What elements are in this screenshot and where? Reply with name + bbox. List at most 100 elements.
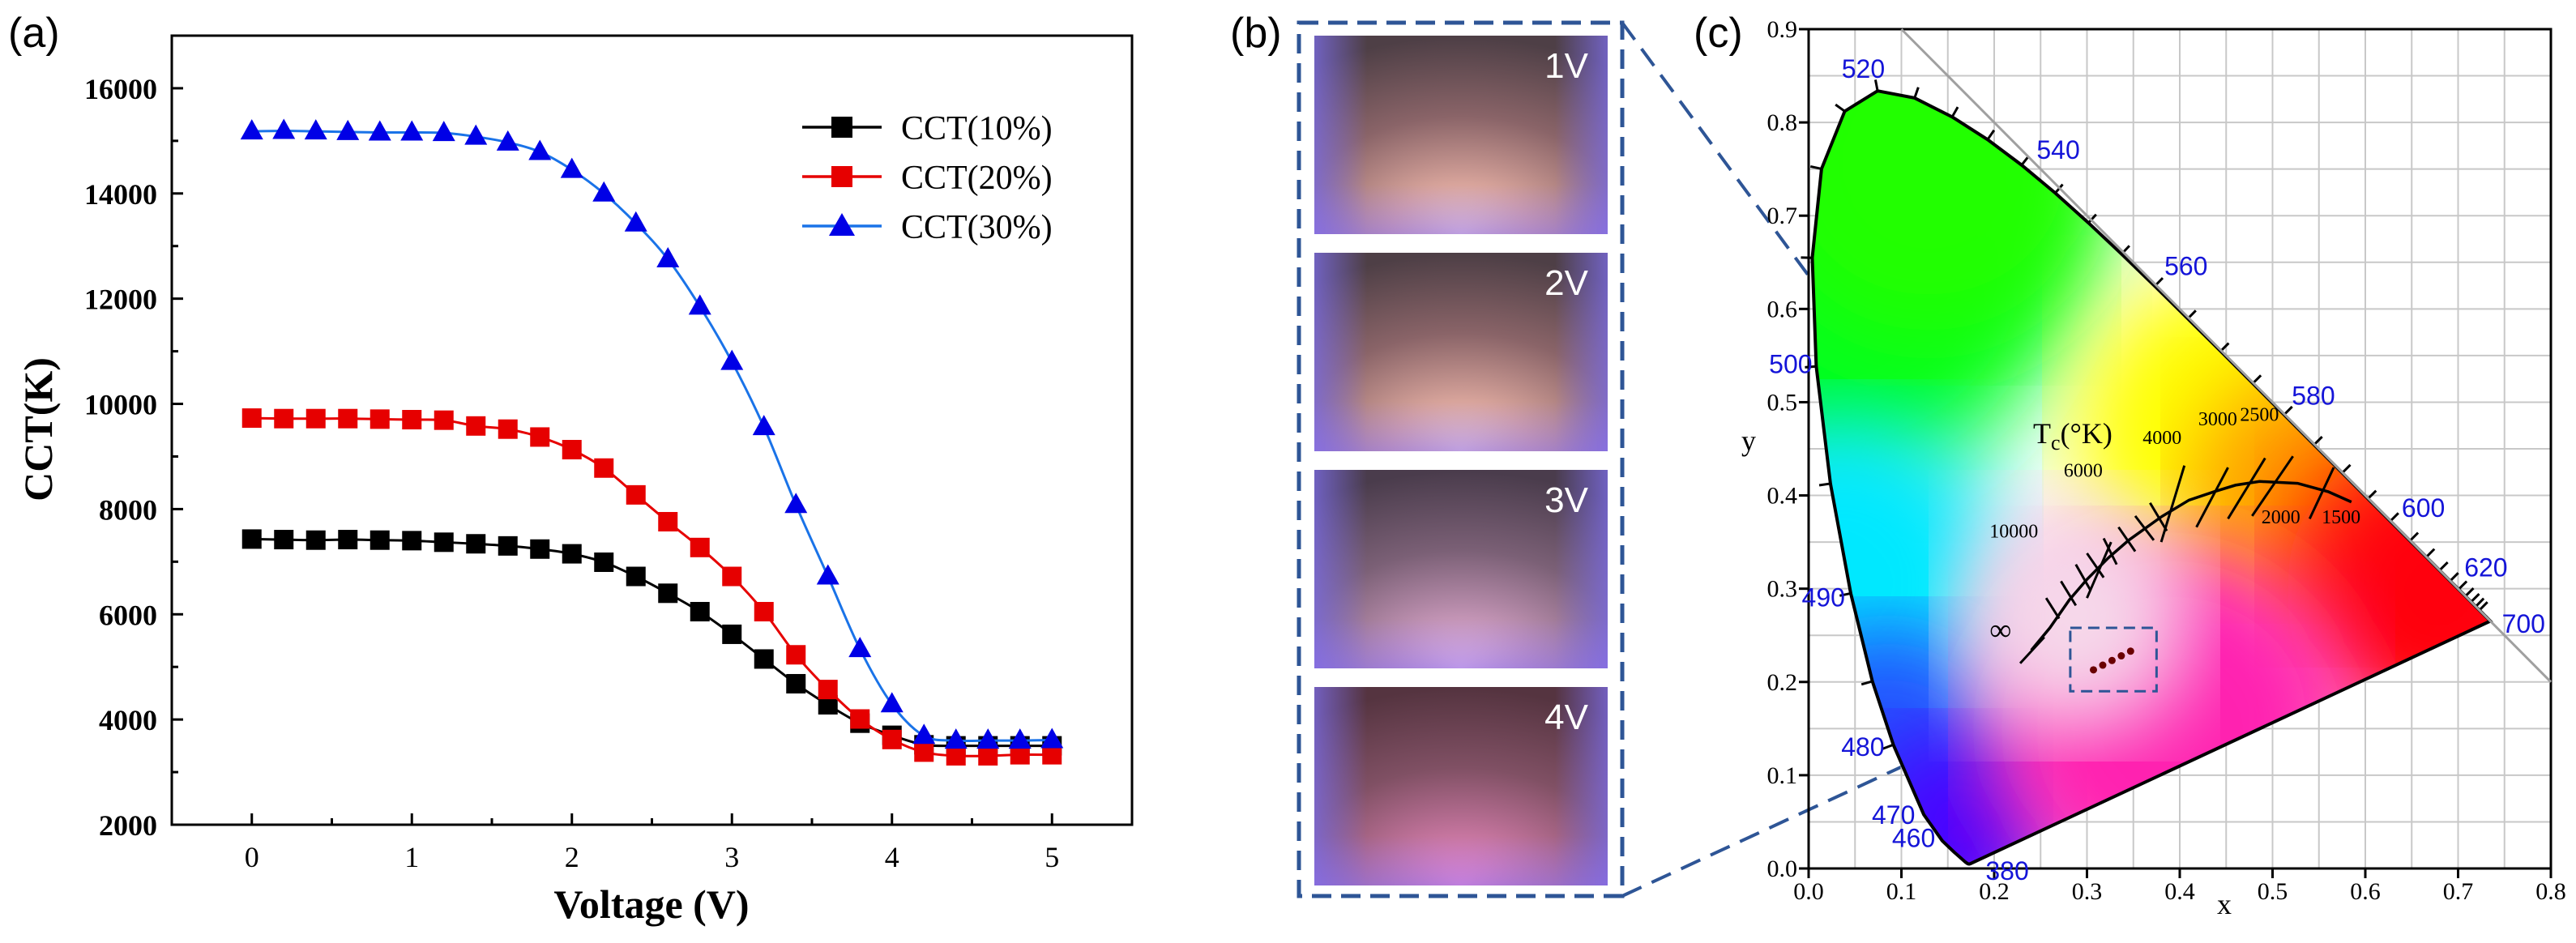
cct-label-2500: 2500	[2240, 404, 2279, 425]
series-marker-1	[274, 408, 294, 429]
series-marker-2	[560, 157, 583, 178]
measured-point	[2090, 666, 2098, 674]
series-marker-1	[978, 745, 998, 766]
c-x-tick-label: 0.6	[2350, 878, 2381, 905]
c-x-tick-label: 0.2	[1979, 878, 2010, 905]
series-marker-1	[370, 409, 390, 429]
legend-item-cct30: CCT(30%)	[802, 209, 1053, 246]
cct-label-4000: 4000	[2142, 428, 2181, 449]
series-marker-1	[594, 458, 614, 478]
wavelength-label-580: 580	[2292, 381, 2335, 410]
locus-ticks	[1801, 79, 2488, 750]
measured-point	[2108, 656, 2116, 664]
photo-label-3v: 3V	[1544, 480, 1588, 520]
zoom-box	[2069, 626, 2158, 693]
legend-label-cct30: CCT(30%)	[901, 209, 1053, 246]
iso-line	[2086, 553, 2105, 578]
c-y-tick-label: 0.9	[1767, 16, 1798, 43]
series-marker-1	[754, 602, 774, 622]
locus-tick	[1986, 129, 1996, 141]
series-marker-1	[786, 645, 806, 665]
series-marker-0	[786, 673, 806, 693]
c-y-tick-label: 0.6	[1767, 296, 1798, 322]
c-x-tick-label: 0.3	[2072, 878, 2103, 905]
series-marker-0	[402, 531, 422, 551]
x-axis-label: Voltage (V)	[553, 881, 749, 927]
cct-label-6000: 6000	[2064, 461, 2103, 482]
locus-tick	[1950, 106, 1959, 118]
c-y-axis-label: y	[1741, 425, 1756, 457]
series-marker-1	[1042, 745, 1062, 765]
photo-3v: 3V	[1314, 470, 1608, 668]
wavelength-label-540: 540	[2036, 135, 2079, 164]
locus-tick	[1882, 743, 1895, 750]
photo-label-2v: 2V	[1544, 263, 1588, 303]
wavelength-label-380: 380	[1985, 856, 2028, 885]
c-y-tick-label: 0.5	[1767, 389, 1798, 416]
photo-strip-frame	[1297, 20, 1625, 898]
x-tick-label: 4	[885, 841, 899, 873]
y-tick-label: 4000	[99, 704, 157, 736]
x-tick-label: 5	[1044, 841, 1059, 873]
legend-item-cct10: CCT(10%)	[802, 110, 1053, 147]
series-marker-1	[722, 566, 742, 587]
c-x-tick-label: 0.8	[2535, 878, 2566, 905]
iso-line	[2117, 526, 2137, 553]
locus-tick	[2438, 561, 2449, 572]
locus-tick	[2425, 548, 2436, 558]
tc-label: Tc(°K)	[2033, 417, 2112, 454]
iso-line	[2149, 501, 2168, 532]
iso-line	[2251, 455, 2294, 517]
series-marker-0	[754, 649, 774, 669]
locus-tick	[2087, 213, 2097, 224]
series-marker-0	[530, 539, 550, 559]
c-y-tick-label: 0.1	[1767, 762, 1798, 789]
locus-tick	[1805, 365, 1817, 369]
locus-tick	[1818, 482, 1831, 487]
locus-tick	[1835, 103, 1846, 113]
iso-line	[2134, 514, 2155, 541]
series-marker-2	[240, 119, 263, 140]
series-marker-0	[562, 544, 582, 564]
series-marker-2	[368, 120, 391, 141]
series-marker-2	[336, 119, 360, 140]
series-marker-2	[784, 493, 808, 514]
iso-line	[2019, 636, 2045, 664]
isotemperature-lines	[2019, 455, 2335, 664]
cct-label-1500: 1500	[2322, 507, 2360, 528]
panel-b-label: (b)	[1230, 10, 1282, 57]
series-marker-1	[562, 440, 582, 460]
series-line-0	[251, 537, 1053, 748]
series-marker-2	[1008, 728, 1032, 749]
y-tick-label: 12000	[84, 284, 157, 316]
series-marker-1	[530, 427, 550, 447]
legend-item-cct20: CCT(20%)	[802, 160, 1053, 197]
series-marker-0	[466, 534, 486, 554]
wavelength-label-700: 700	[2502, 609, 2545, 638]
legend: CCT(10%) CCT(20%) CCT(30%)	[802, 110, 1053, 246]
series-marker-2	[688, 294, 711, 315]
series-marker-1	[818, 680, 838, 700]
series-marker-1	[466, 416, 486, 436]
wavelength-label-500: 500	[1769, 350, 1812, 379]
c-y-tick-label: 0.2	[1767, 669, 1798, 696]
series-marker-1	[498, 419, 518, 439]
series-marker-2	[656, 246, 680, 267]
series-marker-0	[626, 566, 646, 587]
series-marker-0	[658, 583, 678, 604]
series-marker-2	[400, 120, 424, 141]
series-marker-0	[498, 536, 518, 556]
photo-2v: 2V	[1314, 253, 1608, 451]
series-marker-1	[402, 410, 422, 430]
c-y-tick-label: 0.8	[1767, 109, 1798, 136]
iso-line	[2060, 580, 2078, 607]
diagonal-guide-line	[1900, 28, 2553, 683]
c-y-tick-label: 0.4	[1767, 483, 1798, 510]
c-x-tick-label: 0.0	[1793, 878, 1824, 905]
measured-point	[2117, 652, 2125, 660]
locus-tick	[1839, 591, 1852, 597]
series-marker-2	[752, 415, 775, 436]
series-marker-2	[432, 121, 455, 142]
iso-line	[2159, 465, 2186, 543]
c-x-tick-label: 0.5	[2258, 878, 2288, 905]
